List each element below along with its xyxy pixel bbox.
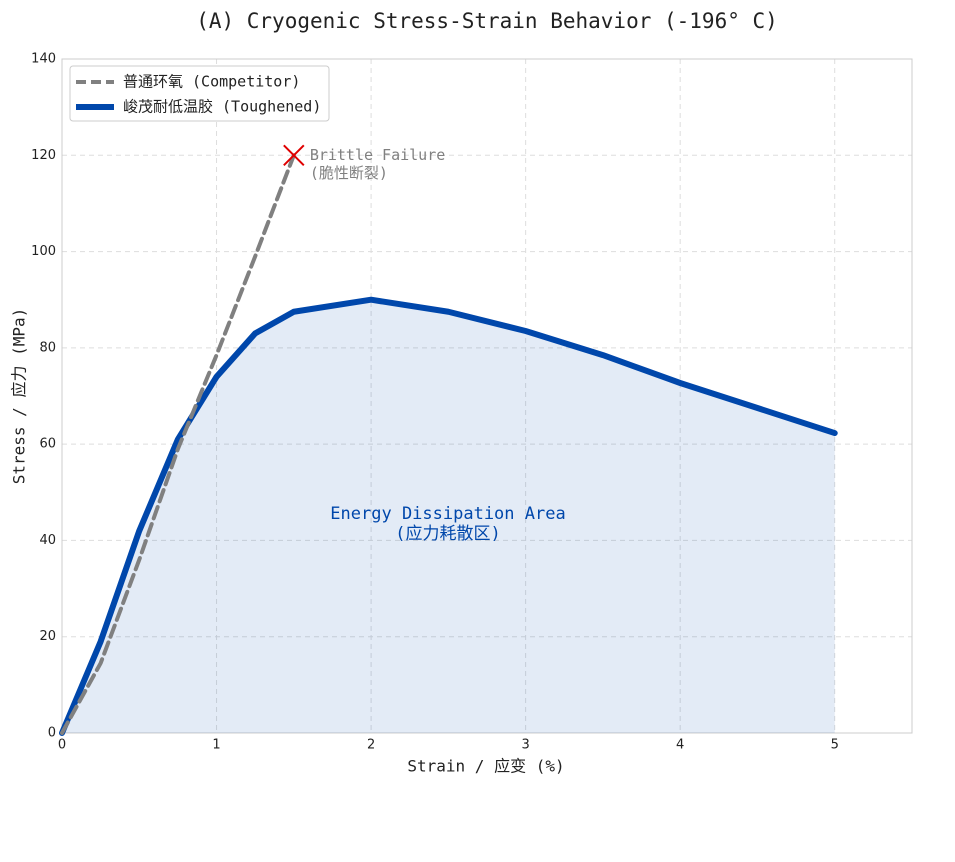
y-tick-label: 60 <box>39 437 56 452</box>
y-tick-label: 140 <box>31 52 56 67</box>
x-tick-label: 0 <box>58 738 66 753</box>
x-tick-label: 3 <box>521 738 529 753</box>
y-tick-label: 20 <box>39 629 56 644</box>
annotation: Brittle Failure <box>310 146 445 164</box>
annotation: (应力耗散区) <box>395 524 500 544</box>
x-tick-label: 4 <box>676 738 684 753</box>
y-tick-label: 100 <box>31 244 56 259</box>
x-tick-label: 1 <box>212 738 220 753</box>
failure-marker <box>283 144 305 166</box>
legend-box <box>69 65 330 122</box>
legend-label: 普通环氧 (Competitor) <box>123 73 300 91</box>
y-tick-label: 40 <box>39 533 56 548</box>
plot-frame <box>61 58 913 734</box>
legend-label: 峻茂耐低温胶 (Toughened) <box>123 98 321 116</box>
x-axis-label: Strain / 应变 (%) <box>407 757 564 776</box>
x-tick-label: 5 <box>831 738 839 753</box>
line <box>59 296 838 736</box>
chart-title: (A) Cryogenic Stress-Strain Behavior (-1… <box>196 9 778 33</box>
area-fill <box>62 299 835 733</box>
annotation: (脆性断裂) <box>310 164 388 182</box>
annotation: Energy Dissipation Area <box>330 504 565 524</box>
y-tick-label: 120 <box>31 148 56 163</box>
line <box>60 153 296 735</box>
y-tick-label: 80 <box>39 340 56 355</box>
y-tick-label: 0 <box>48 726 56 741</box>
y-axis-label: Stress / 应力 (MPa) <box>10 308 29 485</box>
x-tick-label: 2 <box>367 738 375 753</box>
legend: 普通环氧 (Competitor) 峻茂耐低温胶 (Toughened) <box>69 65 330 122</box>
